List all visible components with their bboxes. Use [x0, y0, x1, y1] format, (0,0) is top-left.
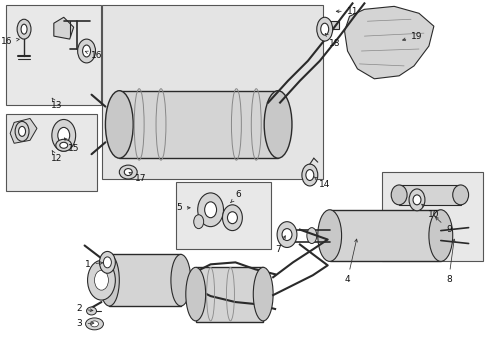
Bar — [195, 267, 263, 322]
Ellipse shape — [320, 23, 328, 35]
Ellipse shape — [282, 229, 291, 240]
Ellipse shape — [94, 270, 108, 290]
Text: 13: 13 — [51, 98, 62, 110]
Text: 1: 1 — [84, 260, 102, 269]
Ellipse shape — [99, 255, 119, 306]
Ellipse shape — [317, 210, 341, 261]
Ellipse shape — [21, 24, 27, 34]
Bar — [382, 172, 483, 261]
Text: 9: 9 — [435, 217, 451, 234]
Ellipse shape — [56, 139, 72, 151]
Ellipse shape — [185, 267, 205, 321]
Text: 14: 14 — [313, 177, 330, 189]
Text: 10: 10 — [421, 204, 439, 219]
Ellipse shape — [277, 222, 296, 247]
Ellipse shape — [316, 17, 332, 41]
Ellipse shape — [412, 195, 420, 205]
Ellipse shape — [87, 260, 115, 300]
Ellipse shape — [408, 189, 424, 211]
Text: 18: 18 — [325, 33, 340, 48]
Ellipse shape — [58, 127, 70, 143]
Ellipse shape — [15, 121, 29, 141]
Ellipse shape — [193, 215, 203, 229]
Text: 16: 16 — [85, 51, 102, 60]
Bar — [119, 91, 278, 158]
Ellipse shape — [301, 164, 317, 186]
Text: 16: 16 — [1, 37, 19, 46]
Text: 19: 19 — [402, 32, 422, 41]
Text: 15: 15 — [64, 138, 79, 153]
Ellipse shape — [86, 307, 96, 315]
Text: 4: 4 — [344, 239, 357, 284]
Ellipse shape — [171, 255, 190, 306]
Ellipse shape — [60, 142, 67, 148]
Ellipse shape — [119, 165, 137, 179]
Ellipse shape — [52, 120, 76, 151]
Text: 12: 12 — [51, 151, 62, 163]
Text: 11: 11 — [336, 7, 358, 16]
Ellipse shape — [105, 91, 133, 158]
Ellipse shape — [78, 39, 95, 63]
Ellipse shape — [452, 185, 468, 205]
Ellipse shape — [19, 126, 25, 136]
Bar — [6, 113, 97, 191]
Ellipse shape — [264, 91, 291, 158]
Text: 6: 6 — [230, 190, 241, 203]
Ellipse shape — [253, 267, 273, 321]
Text: 3: 3 — [77, 319, 94, 328]
Text: 7: 7 — [275, 236, 285, 254]
Ellipse shape — [90, 321, 98, 327]
Ellipse shape — [85, 318, 103, 330]
Ellipse shape — [103, 257, 111, 268]
Bar — [109, 255, 181, 306]
Polygon shape — [344, 6, 433, 79]
Ellipse shape — [197, 193, 223, 227]
Ellipse shape — [306, 228, 316, 243]
Bar — [398, 185, 460, 205]
Polygon shape — [10, 118, 37, 143]
Ellipse shape — [305, 170, 313, 180]
Bar — [329, 210, 440, 261]
Ellipse shape — [99, 251, 115, 273]
Bar — [324, 21, 338, 29]
Ellipse shape — [222, 205, 242, 231]
Ellipse shape — [82, 45, 90, 57]
Ellipse shape — [390, 185, 406, 205]
Ellipse shape — [227, 212, 237, 224]
Ellipse shape — [124, 168, 132, 176]
Text: 5: 5 — [176, 203, 190, 212]
Bar — [6, 5, 101, 105]
Text: 17: 17 — [129, 172, 146, 183]
Ellipse shape — [204, 202, 216, 218]
Text: 8: 8 — [445, 239, 454, 284]
Ellipse shape — [428, 210, 452, 261]
Ellipse shape — [17, 19, 31, 39]
Text: 2: 2 — [77, 305, 93, 314]
Bar — [176, 182, 270, 249]
Polygon shape — [54, 17, 74, 39]
Bar — [102, 5, 322, 179]
